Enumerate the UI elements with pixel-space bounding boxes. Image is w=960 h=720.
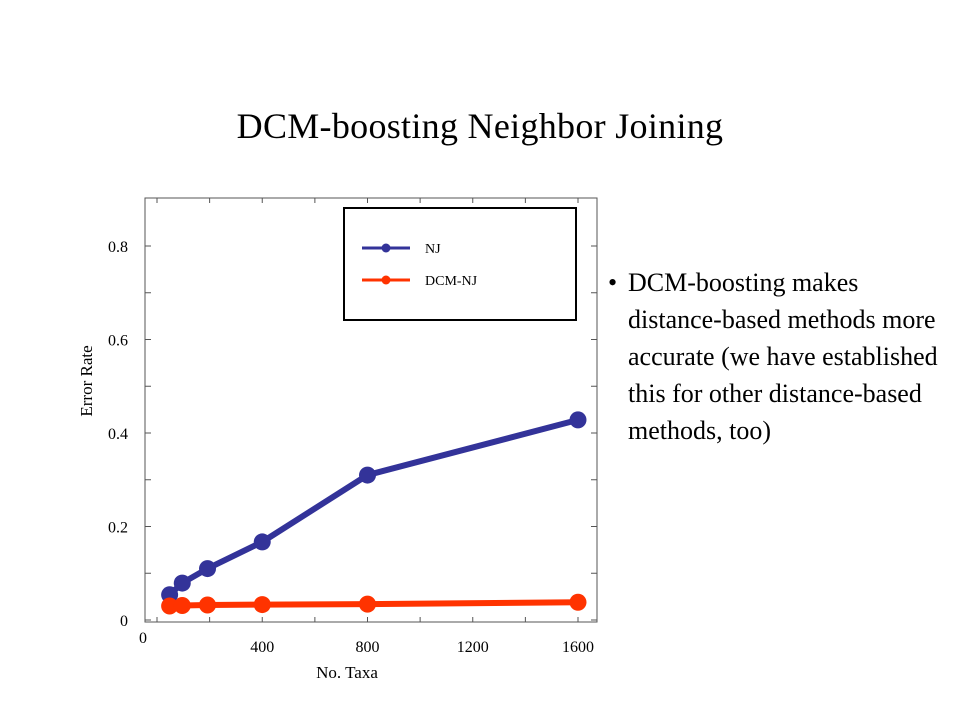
legend-box [343,207,577,321]
x-tick-label: 1600 [562,639,594,656]
data-point-nj [199,560,217,578]
data-point-nj [173,574,191,592]
bullet-list: DCM-boosting makes distance-based method… [608,264,948,449]
data-point-dcm-nj [253,596,271,614]
data-point-dcm-nj [173,597,191,615]
y-tick-label: 0.2 [108,520,128,537]
x-tick-label: 800 [356,639,380,656]
bullet-item: DCM-boosting makes distance-based method… [608,264,948,449]
legend-swatch-marker [381,275,391,285]
y-axis-label: Error Rate [77,345,96,416]
y-tick-label: 0 [120,613,128,630]
x-tick-label: 400 [250,639,274,656]
data-point-nj [253,533,271,551]
data-point-nj [569,411,587,429]
x-axis-label: No. Taxa [316,663,378,682]
data-point-dcm-nj [199,596,217,614]
slide-title: DCM-boosting Neighbor Joining [236,106,724,146]
data-point-dcm-nj [569,593,587,611]
legend-label: DCM-NJ [425,274,478,289]
data-point-dcm-nj [359,595,376,613]
plot-frame [144,197,598,623]
x-tick-label: 1200 [457,639,489,656]
y-tick-label: 0.6 [108,333,128,350]
x-tick-label: 0 [139,630,147,647]
y-tick-label: 0.8 [108,239,128,256]
data-point-dcm-nj [161,597,179,615]
data-point-nj [359,466,376,484]
series-line-nj [166,416,581,598]
legend-label: NJ [425,242,441,257]
y-tick-label: 0.4 [108,426,128,443]
legend-swatch-marker [381,243,391,253]
